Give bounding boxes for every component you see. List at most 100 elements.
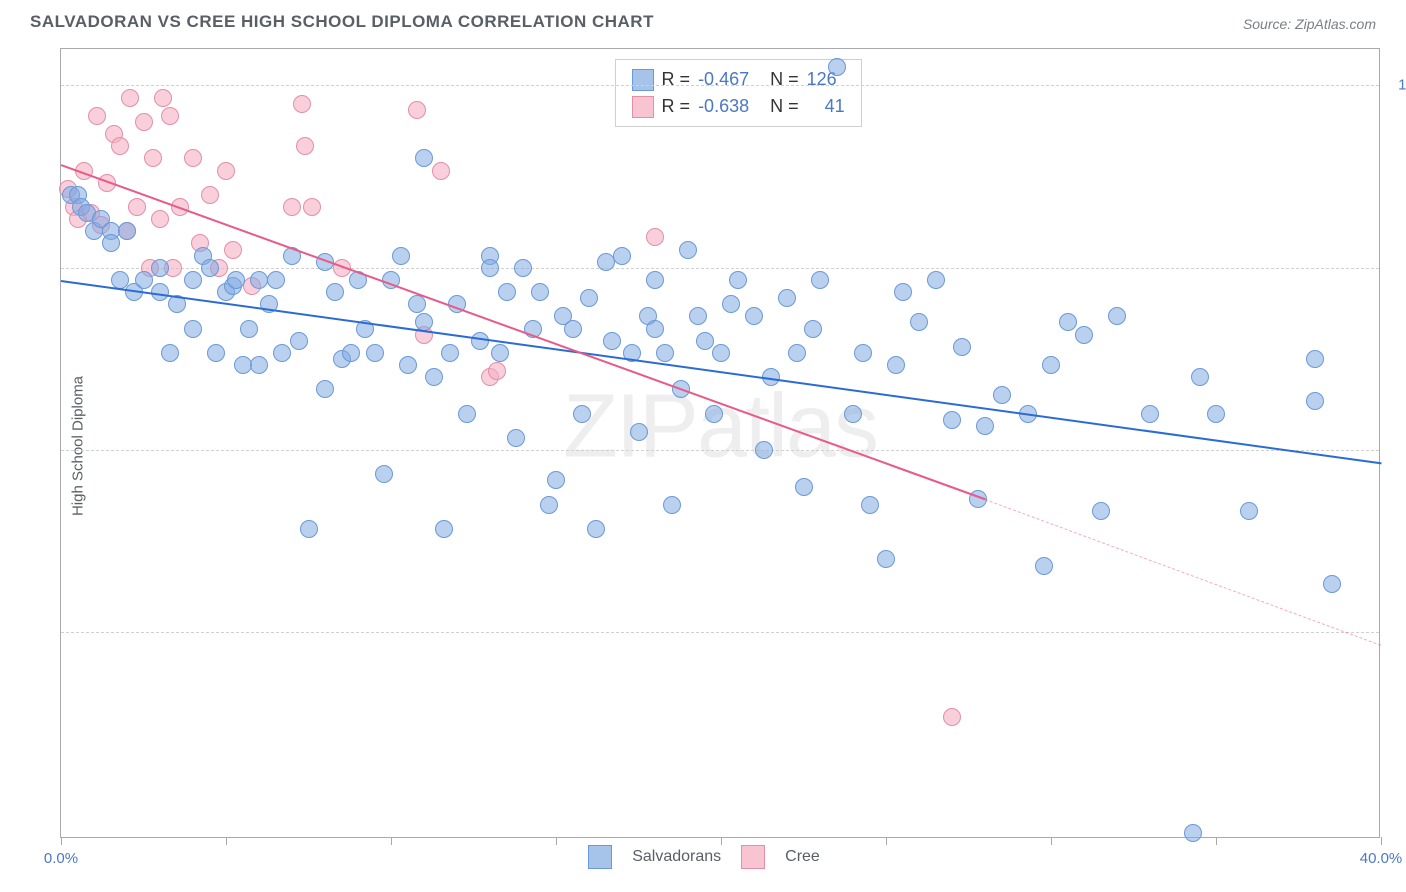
salvadorans-point (290, 332, 308, 350)
x-tick (226, 837, 227, 845)
salvadorans-point (435, 520, 453, 538)
chart-title: SALVADORAN VS CREE HIGH SCHOOL DIPLOMA C… (30, 12, 654, 32)
salvadorans-point (603, 332, 621, 350)
x-tick (721, 837, 722, 845)
salvadorans-point (118, 222, 136, 240)
salvadorans-point (1092, 502, 1110, 520)
correlation-legend: R = -0.467 N = 126 R = -0.638 N = 41 (615, 59, 862, 127)
n-label: N = (770, 93, 799, 120)
salvadorans-point (458, 405, 476, 423)
salvadorans-point (425, 368, 443, 386)
legend-label-cree: Cree (785, 848, 820, 866)
cree-point (151, 210, 169, 228)
salvadorans-point (415, 149, 433, 167)
salvadorans-point (491, 344, 509, 362)
salvadorans-point (646, 271, 664, 289)
salvadorans-point (663, 496, 681, 514)
salvadorans-point (1075, 326, 1093, 344)
cree-point (128, 198, 146, 216)
salvadorans-point (481, 259, 499, 277)
salvadorans-point (135, 271, 153, 289)
cree-point (408, 101, 426, 119)
x-tick (1216, 837, 1217, 845)
salvadorans-point (441, 344, 459, 362)
salvadorans-point (227, 271, 245, 289)
x-tick (391, 837, 392, 845)
cree-point (121, 89, 139, 107)
salvadorans-point (679, 241, 697, 259)
salvadorans-point (514, 259, 532, 277)
salvadorans-point (1191, 368, 1209, 386)
cree-point (184, 149, 202, 167)
salvadorans-point (161, 344, 179, 362)
salvadorans-point (910, 313, 928, 331)
gridline (61, 268, 1379, 269)
cree-point (303, 198, 321, 216)
x-tick (1381, 837, 1382, 845)
salvadorans-point (498, 283, 516, 301)
salvadorans-point (705, 405, 723, 423)
salvadorans-point (184, 320, 202, 338)
salvadorans-point (207, 344, 225, 362)
salvadorans-point (646, 320, 664, 338)
salvadorans-point (1323, 575, 1341, 593)
cree-point (283, 198, 301, 216)
salvadorans-point (1042, 356, 1060, 374)
salvadorans-point (316, 380, 334, 398)
n-label: N = (770, 66, 799, 93)
corr-row-cree: R = -0.638 N = 41 (632, 93, 845, 120)
r-value-salvadorans: -0.467 (698, 66, 749, 93)
salvadorans-point (696, 332, 714, 350)
corr-row-salvadorans: R = -0.467 N = 126 (632, 66, 845, 93)
salvadorans-point (745, 307, 763, 325)
legend-swatch-salvadorans-icon (588, 845, 612, 869)
y-tick-label: 100.0% (1398, 77, 1406, 94)
salvadorans-point (102, 234, 120, 252)
x-tick (61, 837, 62, 845)
cree-point (111, 137, 129, 155)
salvadorans-point (1035, 557, 1053, 575)
salvadorans-point (755, 441, 773, 459)
cree-point (217, 162, 235, 180)
salvadorans-point (877, 550, 895, 568)
gridline (61, 632, 1379, 633)
cree-point (88, 107, 106, 125)
salvadorans-point (326, 283, 344, 301)
salvadorans-point (844, 405, 862, 423)
salvadorans-point (811, 271, 829, 289)
legend-label-salvadorans: Salvadorans (632, 848, 721, 866)
salvadorans-point (408, 295, 426, 313)
salvadorans-point (976, 417, 994, 435)
salvadorans-point (151, 259, 169, 277)
cree-point (293, 95, 311, 113)
cree-point (224, 241, 242, 259)
watermark: ZIPatlas (563, 376, 877, 479)
salvadorans-point (184, 271, 202, 289)
r-label: R = (662, 93, 691, 120)
salvadorans-point (894, 283, 912, 301)
salvadorans-point (342, 344, 360, 362)
gridline (61, 450, 1379, 451)
salvadorans-point (507, 429, 525, 447)
salvadorans-point (531, 283, 549, 301)
salvadorans-point (656, 344, 674, 362)
salvadorans-point (828, 58, 846, 76)
salvadorans-point (1184, 824, 1202, 842)
x-tick-label: 0.0% (44, 850, 78, 867)
cree-point (646, 228, 664, 246)
salvadorans-point (300, 520, 318, 538)
salvadorans-point (1306, 392, 1324, 410)
salvadorans-point (795, 478, 813, 496)
cree-point (488, 362, 506, 380)
cree-point (144, 149, 162, 167)
salvadorans-point (250, 271, 268, 289)
chart-plot-area: ZIPatlas R = -0.467 N = 126 R = -0.638 N… (60, 48, 1380, 838)
salvadorans-point (712, 344, 730, 362)
x-tick-label: 40.0% (1360, 850, 1403, 867)
salvadorans-point (564, 320, 582, 338)
x-tick (556, 837, 557, 845)
salvadorans-point (1141, 405, 1159, 423)
salvadorans-point (250, 356, 268, 374)
salvadorans-point (587, 520, 605, 538)
salvadorans-point (887, 356, 905, 374)
